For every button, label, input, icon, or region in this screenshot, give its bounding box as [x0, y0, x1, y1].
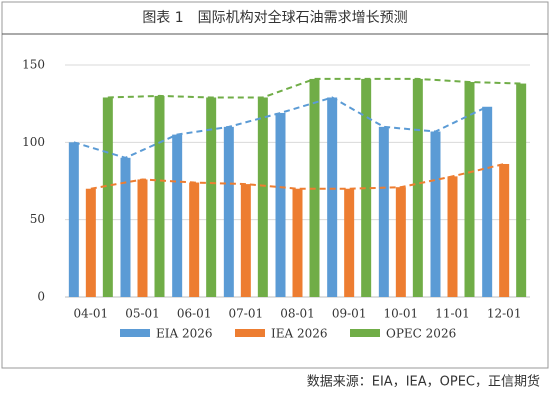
bar — [430, 131, 441, 297]
bar — [464, 82, 475, 297]
chart-title: 图表 1 国际机构对全球石油需求增长预测 — [142, 9, 407, 26]
y-tick-label: 0 — [37, 290, 45, 304]
source: 数据来源：EIA，IEA，OPEC，正信期货 — [307, 374, 540, 390]
bar — [223, 126, 234, 297]
y-tick-label: 150 — [22, 58, 45, 72]
x-tick-label: 07-01 — [229, 307, 264, 321]
bar — [257, 97, 268, 297]
x-tick-label: 06-01 — [177, 307, 212, 321]
x-tick-label: 08-01 — [280, 307, 315, 321]
bar — [206, 97, 217, 297]
bar — [361, 78, 372, 297]
bar — [85, 188, 96, 297]
bar — [137, 179, 148, 297]
x-tick-label: 09-01 — [332, 307, 367, 321]
bar — [412, 78, 423, 297]
x-tick-label: 11-01 — [435, 307, 470, 321]
bar — [447, 176, 458, 297]
bar — [189, 182, 200, 297]
legend-label: EIA 2026 — [156, 327, 213, 341]
trend-line — [73, 96, 488, 159]
bar — [172, 134, 183, 297]
bar — [275, 112, 286, 298]
legend-swatch — [350, 329, 380, 337]
legend-label: IEA 2026 — [271, 327, 328, 341]
x-tick-label: 12-01 — [487, 307, 522, 321]
bar — [482, 106, 493, 297]
bar — [154, 95, 165, 297]
frame — [1, 1, 549, 369]
bar — [240, 184, 251, 297]
y-tick-label: 100 — [22, 135, 45, 149]
bar — [499, 163, 510, 297]
x-tick-label: 10-01 — [384, 307, 419, 321]
legend-label: OPEC 2026 — [386, 327, 456, 341]
bar — [395, 187, 406, 297]
bar — [68, 142, 79, 297]
bar — [102, 97, 113, 297]
legend-swatch — [235, 329, 265, 337]
bar — [516, 83, 527, 297]
x-tick-label: 05-01 — [125, 307, 160, 321]
bar — [120, 157, 131, 297]
bar — [344, 188, 355, 297]
bar — [378, 126, 389, 297]
x-tick-label: 04-01 — [74, 307, 109, 321]
trend-line — [90, 163, 505, 190]
y-tick-label: 50 — [30, 212, 45, 226]
bar — [292, 188, 303, 297]
legend-swatch — [120, 329, 150, 337]
bar — [327, 97, 338, 297]
